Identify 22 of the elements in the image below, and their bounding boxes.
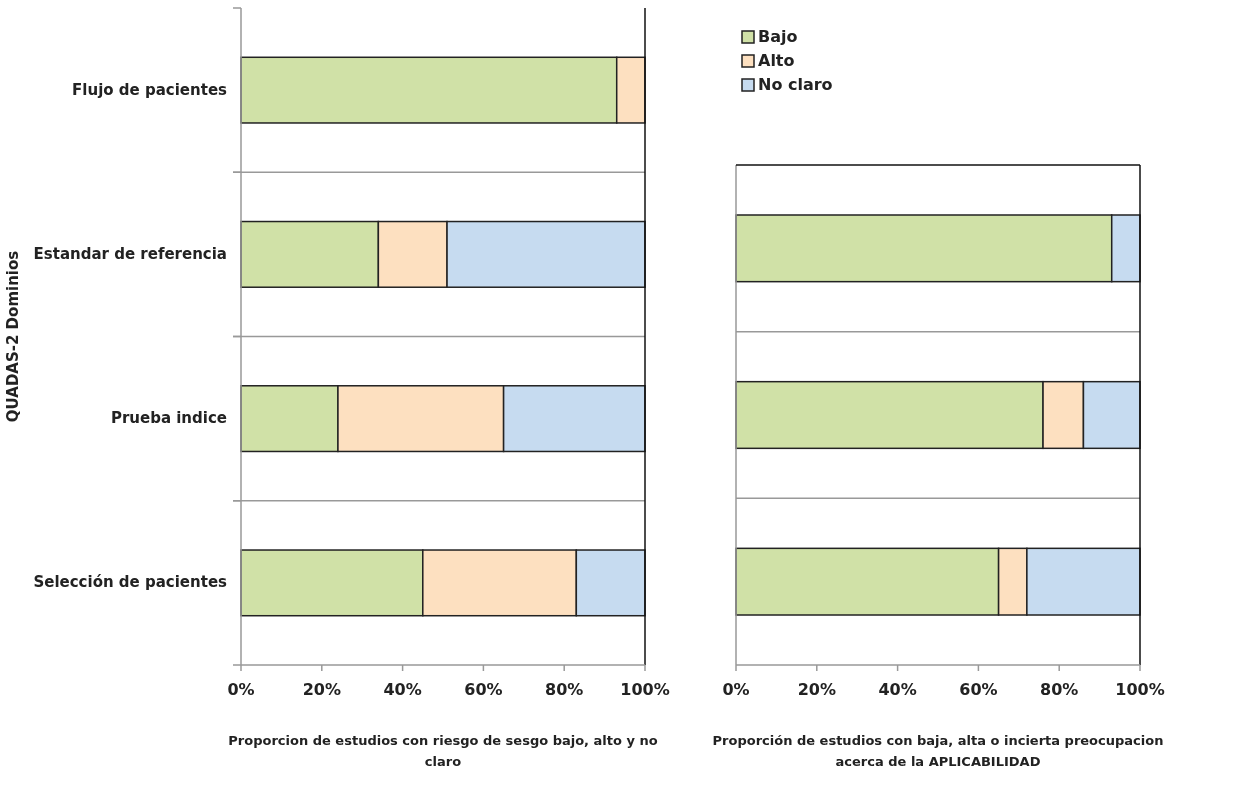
y-tick-label: Estandar de referencia <box>33 244 227 263</box>
legend-label: No claro <box>758 74 833 94</box>
x-tick-label: 20% <box>302 680 341 699</box>
x-tick-label: 0% <box>227 680 255 699</box>
y-tick-label: Flujo de pacientes <box>72 80 228 99</box>
x-tick-label: 0% <box>722 680 750 699</box>
x-axis-title: Proporcion de estudios con riesgo de sesgo bajo, alto y no claro <box>228 733 658 769</box>
x-tick-label: 60% <box>959 680 998 699</box>
x-tick-label: 100% <box>620 680 670 699</box>
x-axis-title: Proporción de estudios con baja, alta o incierta preocupacion acerca de la APLICABILIDAD <box>712 733 1164 769</box>
y-tick-label: Prueba indice <box>110 409 227 428</box>
x-tick-label: 60% <box>464 680 503 699</box>
x-tick-label: 100% <box>1115 680 1165 699</box>
legend-label: Bajo <box>758 26 798 46</box>
x-tick-label: 40% <box>383 680 422 699</box>
legend-label: Alto <box>758 50 795 70</box>
x-tick-label: 80% <box>545 680 584 699</box>
y-tick-label: Selección de pacientes <box>33 573 228 592</box>
y-axis-title: QUADAS-2 Dominios <box>4 250 22 423</box>
x-tick-label: 40% <box>878 680 917 699</box>
x-tick-label: 80% <box>1040 680 1079 699</box>
x-tick-label: 20% <box>797 680 836 699</box>
